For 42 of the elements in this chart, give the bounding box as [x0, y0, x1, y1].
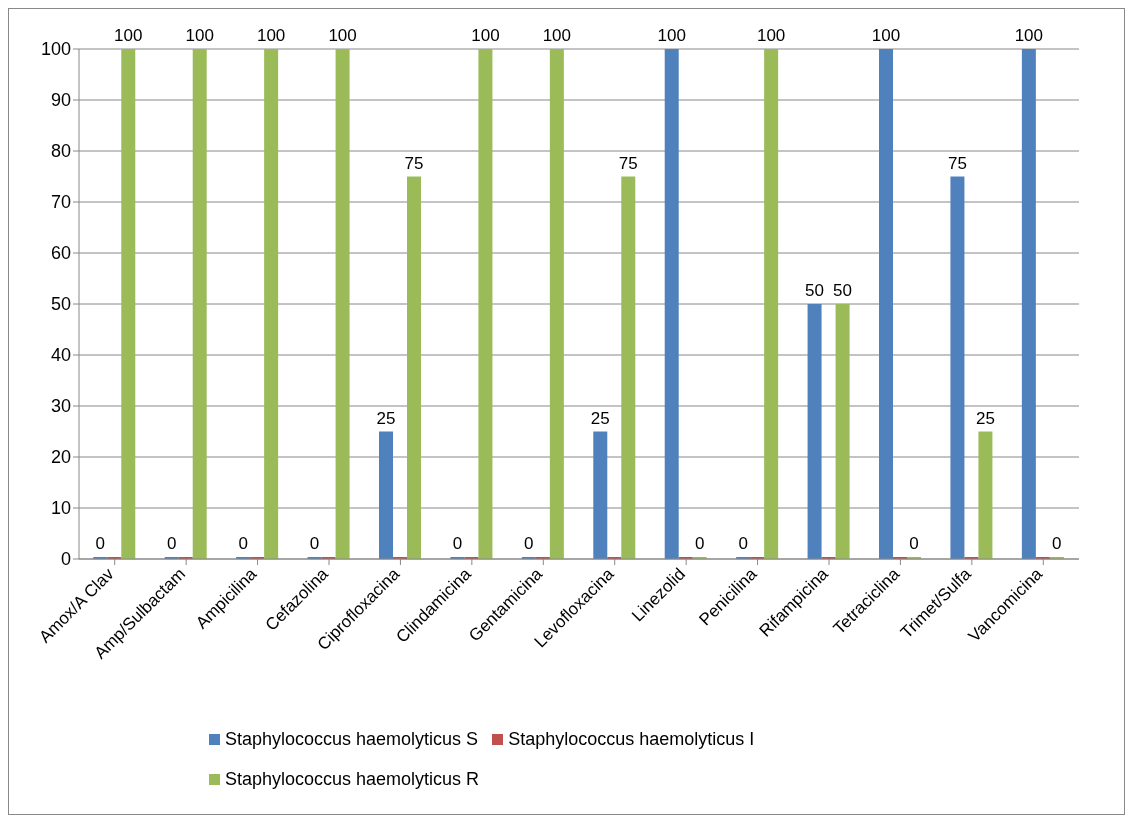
data-label: 25	[975, 408, 995, 428]
data-label: 0	[909, 534, 919, 553]
data-label: 100	[256, 26, 286, 45]
y-tick-label: 90	[50, 90, 71, 111]
y-tick-label: 60	[50, 243, 71, 264]
y-tick-label: 70	[50, 192, 71, 213]
data-label: 0	[238, 534, 248, 553]
y-tick-label: 80	[50, 141, 71, 162]
y-tick-label: 50	[50, 294, 71, 315]
legend-label: Staphylococcus haemolyticus I	[507, 728, 755, 751]
data-label: 0	[166, 534, 177, 553]
data-label: 75	[618, 153, 638, 173]
data-label: 100	[756, 26, 786, 45]
data-label: 50	[805, 281, 825, 300]
y-tick-label: 10	[50, 498, 71, 519]
y-tick-label: 30	[50, 396, 71, 417]
data-label: 0	[95, 534, 106, 553]
data-label: 100	[542, 26, 572, 45]
data-label: 100	[328, 26, 357, 45]
data-label: 0	[738, 534, 748, 553]
data-label: 0	[309, 534, 320, 553]
y-tick-label: 0	[60, 549, 71, 570]
y-tick-label: 40	[50, 345, 71, 366]
data-label: 100	[871, 26, 901, 45]
legend-label: Staphylococcus haemolyticus R	[224, 768, 480, 791]
data-label: 75	[404, 153, 424, 173]
data-label: 100	[185, 26, 214, 45]
data-label: 0	[524, 534, 534, 553]
data-label: 100	[114, 26, 143, 45]
data-label: 100	[657, 26, 686, 45]
data-label: 100	[471, 26, 500, 45]
data-label: 75	[947, 153, 967, 173]
data-label: 25	[376, 408, 396, 428]
data-label: 0	[694, 534, 705, 553]
data-label: 25	[590, 408, 610, 428]
legend-label: Staphylococcus haemolyticus S	[224, 728, 479, 751]
y-tick-label: 20	[50, 447, 71, 468]
data-label: 0	[1052, 534, 1062, 553]
data-label: 0	[452, 534, 463, 553]
y-tick-label: 100	[40, 39, 71, 60]
data-label: 50	[833, 281, 853, 300]
data-label: 100	[1014, 26, 1044, 45]
